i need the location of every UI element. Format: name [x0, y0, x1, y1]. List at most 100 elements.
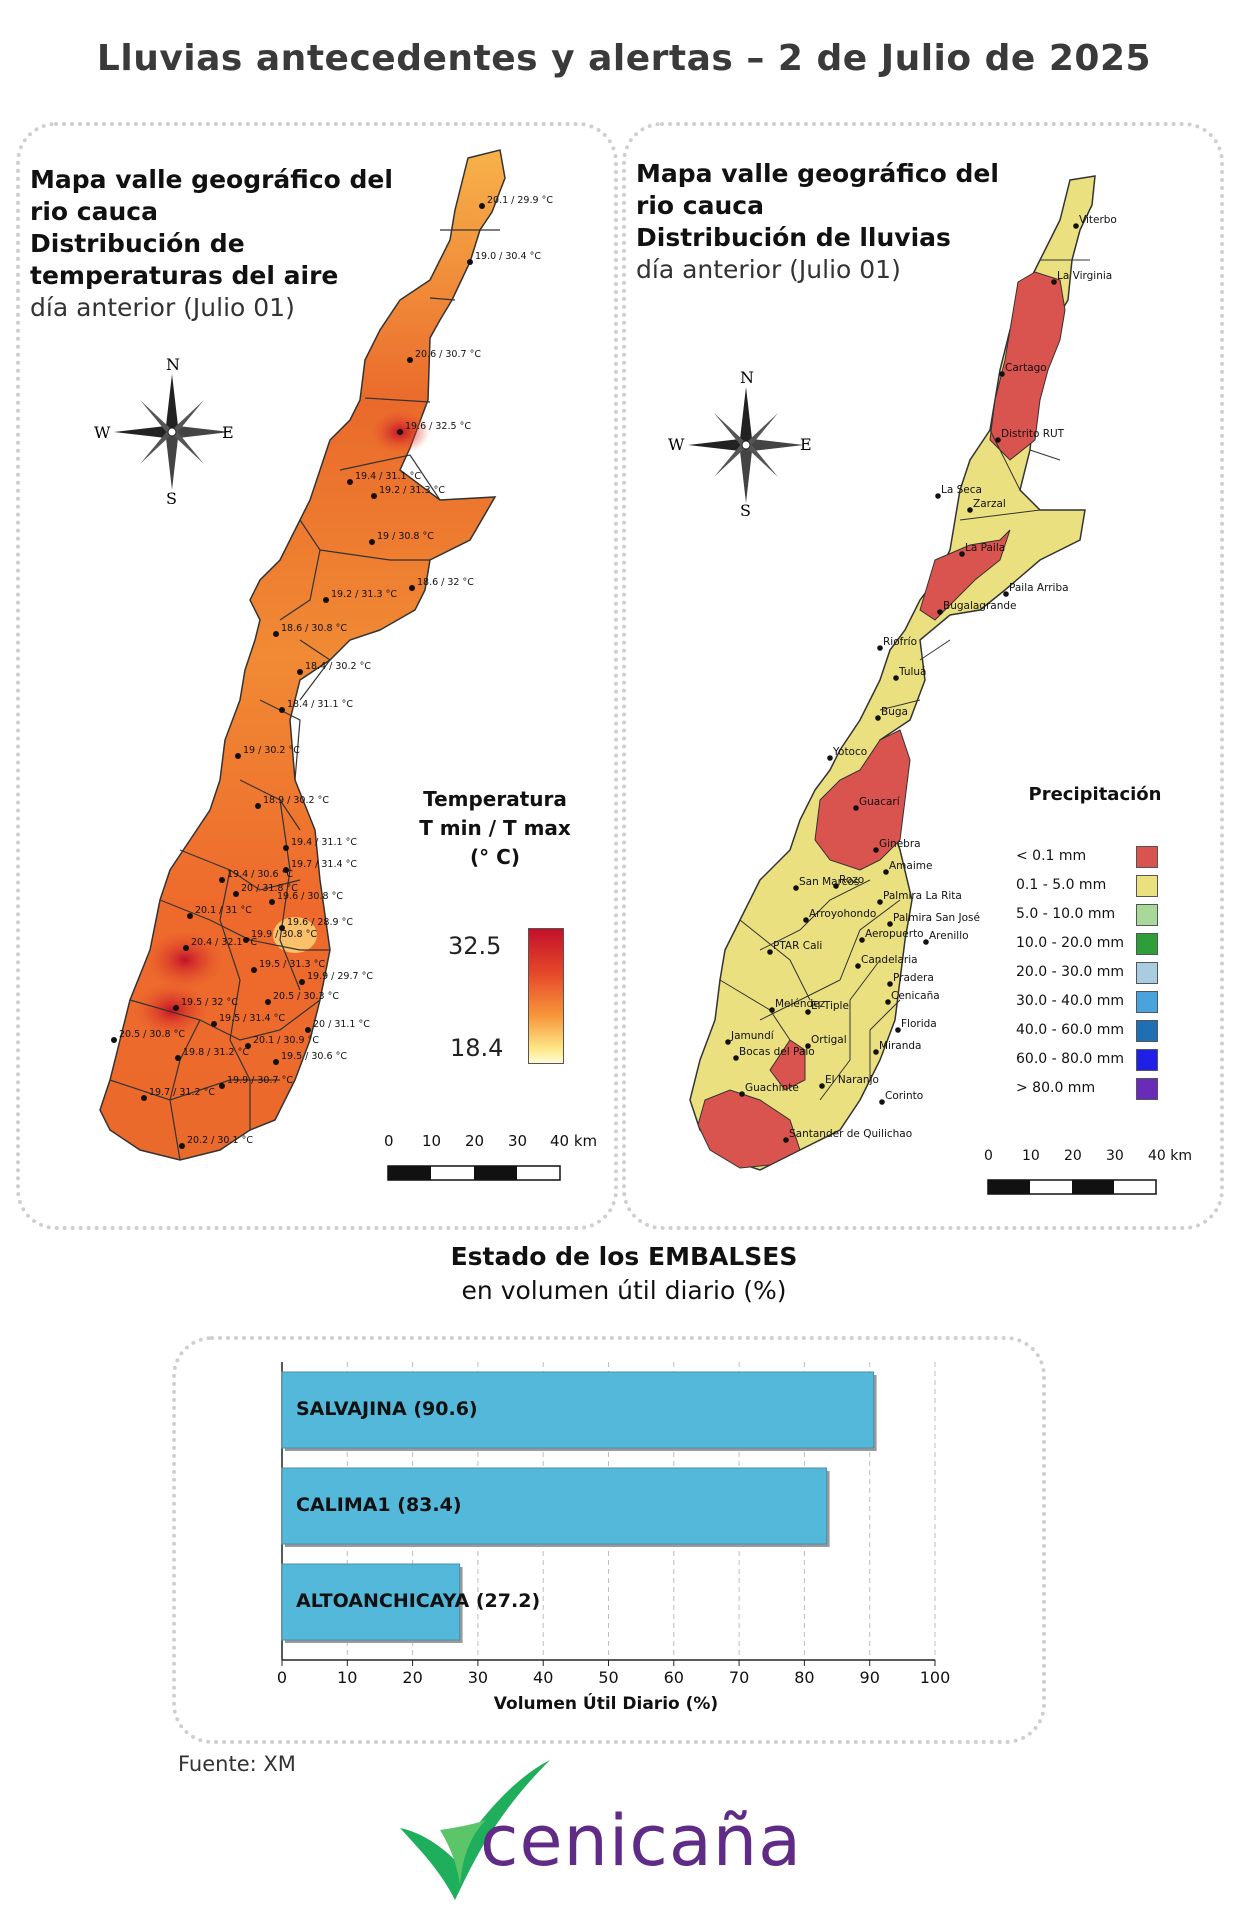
rain-red-jamundi	[769, 1039, 806, 1091]
temperature-map-title: Mapa valle geográfico del rio cauca Dist…	[30, 165, 393, 322]
rain-station-dot	[923, 939, 929, 945]
rain-station-dot	[879, 1099, 885, 1105]
embalses-tick-label: 60	[663, 1668, 684, 1687]
rain-station-dot	[1051, 279, 1057, 285]
rain-station-dot	[873, 1049, 879, 1055]
rain-legend-swatch	[1136, 933, 1158, 955]
temperature-station-label: 19.6 / 30.8 °C	[277, 891, 343, 902]
rain-station-dot	[783, 1137, 789, 1143]
temperature-station-dot	[219, 1083, 225, 1089]
rain-station-label: Florida	[901, 1018, 937, 1030]
hotspot-southwest	[134, 982, 210, 1038]
rain-station-label: Corinto	[885, 1090, 923, 1102]
temperature-station-label: 19.6 / 32.5 °C	[405, 421, 471, 432]
compass-left-icon	[114, 374, 230, 490]
rain-station-dot	[887, 981, 893, 987]
rain-station-label: Pradera	[893, 972, 934, 984]
rain-legend-swatch	[1136, 846, 1158, 868]
temperature-map-panel	[16, 122, 618, 1230]
rain-station-dot	[805, 1009, 811, 1015]
rain-legend-label: 5.0 - 10.0 mm	[1016, 906, 1116, 922]
rain-station-label: La Seca	[941, 484, 982, 496]
cenicana-leaf-icon	[400, 1760, 550, 1900]
embalses-tick-label: 40	[533, 1668, 554, 1687]
compass-left-n: N	[166, 355, 180, 374]
rain-legend-label: 30.0 - 40.0 mm	[1016, 993, 1125, 1009]
embalses-bar-salvajina	[281, 1371, 875, 1449]
rain-station-label: Buga	[881, 706, 908, 718]
rain-legend-label: 20.0 - 30.0 mm	[1016, 964, 1125, 980]
embalses-tick-label: 70	[728, 1668, 750, 1687]
rain-stations: Viterbo La Virginia Cartago Distrito RUT La …	[725, 214, 1117, 1143]
temperature-legend-min: 18.4	[450, 1034, 504, 1062]
temperature-station-dot	[467, 259, 473, 265]
temperature-station-label: 19.9 / 30.7 °C	[227, 1075, 293, 1086]
rain-station-label: Aeropuerto	[865, 928, 924, 940]
temperature-legend-max: 32.5	[448, 932, 502, 960]
rain-station-dot	[725, 1039, 731, 1045]
temperature-station-dot	[255, 803, 261, 809]
rain-station-dot	[803, 917, 809, 923]
temperature-station-label: 19.9 / 29.7 °C	[307, 971, 373, 982]
temperature-station-label: 20 / 31.1 °C	[313, 1019, 370, 1030]
rain-station-label: Arroyohondo	[809, 908, 876, 920]
temperature-station-dot	[273, 631, 279, 637]
temperature-station-dot	[369, 539, 375, 545]
rain-station-dot	[853, 805, 859, 811]
rain-station-dot	[873, 847, 879, 853]
rain-legend-label: 60.0 - 80.0 mm	[1016, 1051, 1125, 1067]
temperature-station-dot	[265, 999, 271, 1005]
rain-red-north	[989, 271, 1066, 461]
rain-station-dot	[995, 437, 1001, 443]
rain-station-label: La Virginia	[1057, 270, 1112, 282]
temperature-station-label: 18.9 / 30.2 °C	[263, 795, 329, 806]
embalses-tick-label: 0	[276, 1668, 288, 1687]
temperature-station-dot	[347, 479, 353, 485]
rain-station-dot	[739, 1091, 745, 1097]
rain-station-label: El Tiple	[811, 1000, 849, 1012]
rain-station-label: Ortigal	[811, 1034, 847, 1046]
temperature-station-dot	[187, 913, 193, 919]
temperature-station-dot	[305, 1027, 311, 1033]
rain-station-dot	[1073, 223, 1079, 229]
rain-station-dot	[859, 937, 865, 943]
rain-station-label: Ginebra	[879, 838, 921, 850]
temperature-station-label: 20.5 / 30.8 °C	[119, 1029, 185, 1040]
rain-station-dot	[805, 1043, 811, 1049]
rain-station-dot	[883, 869, 889, 875]
rain-station-label: Bugalagrande	[943, 600, 1017, 612]
temperature-station-label: 20.1 / 31 °C	[195, 905, 252, 916]
temperature-station-dot	[251, 967, 257, 973]
temperature-station-dot	[279, 707, 285, 713]
rain-station-label: Jamundí	[730, 1030, 775, 1042]
temperature-station-dot	[397, 429, 403, 435]
rain-station-dot	[893, 675, 899, 681]
temperature-station-label: 19.0 / 30.4 °C	[475, 251, 541, 262]
rain-station-label: El Naranjo	[825, 1074, 879, 1086]
rain-station-label: Bocas del Palo	[739, 1046, 815, 1058]
temperature-station-dot	[479, 203, 485, 209]
source-note: Fuente: XM	[178, 1752, 296, 1776]
rain-station-dot	[827, 755, 833, 761]
rain-station-label: Miranda	[879, 1040, 921, 1052]
rain-station-label: Viterbo	[1079, 214, 1117, 226]
temperature-map-subtitle: día anterior (Julio 01)	[30, 293, 295, 322]
rain-station-dot	[967, 507, 973, 513]
rain-station-label: Santander de Quilichao	[789, 1128, 912, 1140]
temperature-map	[99, 149, 506, 1161]
temperature-station-label: 20.6 / 30.7 °C	[415, 349, 481, 360]
temperature-station-dot	[211, 1021, 217, 1027]
compass-right-icon	[688, 387, 804, 503]
rain-station-dot	[877, 645, 883, 651]
rain-legend-swatch	[1136, 1078, 1158, 1100]
rain-legend-swatch	[1136, 991, 1158, 1013]
compass-right-e: E	[800, 435, 812, 454]
rain-station-label: Zarzal	[973, 498, 1006, 510]
rain-station-label: Distrito RUT	[1001, 428, 1065, 440]
embalses-tick-label: 20	[402, 1668, 423, 1687]
temperature-station-dot	[283, 845, 289, 851]
temperature-station-dot	[279, 925, 285, 931]
voronoi-lines	[109, 229, 500, 1161]
rain-station-dot	[793, 885, 799, 891]
temperature-station-label: 19 / 30.8 °C	[377, 531, 434, 542]
